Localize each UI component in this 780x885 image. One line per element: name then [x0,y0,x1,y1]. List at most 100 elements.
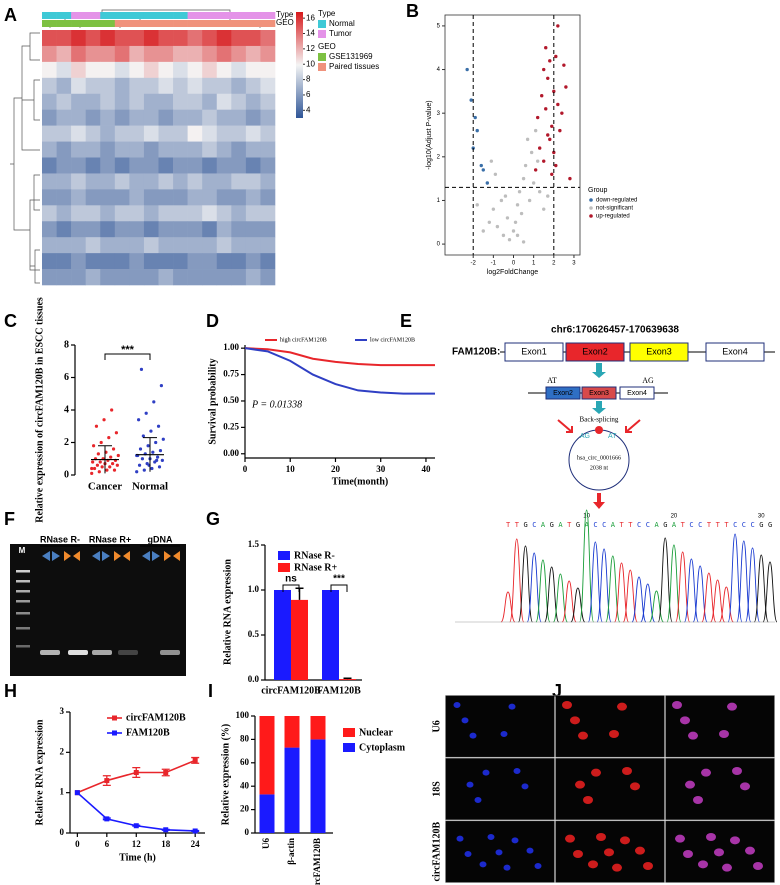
legend-label: RNase R+ [294,562,337,573]
heatmap-cell [143,269,159,286]
significance-bracket [282,584,300,592]
panel-letter: H [4,681,17,701]
point [493,172,498,176]
point [548,137,552,142]
heatmap-cell [173,125,188,142]
heatmap-cell [100,77,116,95]
heatmap-cell [56,30,72,47]
legend-label: Nuclear [359,727,393,738]
chromatogram-peak [605,555,621,623]
y-tick-label: 1 [437,198,441,204]
heatmap-cell [143,45,159,63]
heatmap-cell [216,173,232,190]
geo-annotation [71,20,86,27]
geo-annotation [85,20,101,27]
heatmap-cell [202,157,218,174]
cell [683,850,693,858]
heatmap-cell [187,205,203,222]
dot [150,466,154,471]
heatmap-cell [202,205,218,222]
heatmap-cell [173,77,188,95]
heatmap-cell [216,61,232,79]
point [473,115,477,120]
legend-label: up-regulated [596,214,630,220]
chromatogram-peak [579,509,595,623]
point [529,150,534,155]
point [503,194,508,198]
heatmap-cell [100,173,116,190]
point [511,229,516,233]
chromatogram-peak [500,591,516,623]
y-axis-label: Relative RNA expression [222,559,233,665]
heatmap-cell [260,237,276,254]
heatmap-cell [158,77,174,95]
y-tick-label: 2 [60,746,65,756]
heatmap-cell [129,125,145,142]
exon-label: Exon4 [722,346,748,356]
heatmap-cell [158,253,174,270]
heatmap-cell [71,109,86,126]
point [542,207,546,211]
heatmap-cell [85,157,101,174]
colorbar-tick-label: 8 [306,75,311,84]
heatmap-cell [245,253,261,270]
panel-letter: B [406,1,419,21]
heatmap-cell [245,77,261,95]
cell [526,847,534,854]
heatmap-cell [231,61,247,79]
legend-label: down-regulated [596,198,637,204]
dot [92,466,97,471]
legend-label: Tumor [329,29,352,38]
geo-annotation [129,20,145,27]
error-bar [143,437,157,472]
heatmap-cell [173,45,188,63]
colorbar-tick-label: 6 [306,90,311,99]
cell [693,796,703,804]
point [540,94,544,98]
point [525,137,530,142]
heatmap-cell [143,30,159,47]
micrograph [665,757,775,821]
dot [96,452,100,456]
y-tick-label: 3 [60,706,65,716]
heatmap-cell [202,237,218,254]
heatmap-cell [202,141,218,158]
lane-label: RNase R+ [89,534,131,544]
heatmap-cell [42,173,57,190]
cell [701,768,711,777]
micrograph [555,757,665,821]
cell [675,834,685,843]
heatmap-cell [158,221,174,238]
bar-segment [259,794,275,833]
heatmap-cell [187,221,203,238]
cell [719,730,729,738]
type-annotation [56,12,72,19]
type-annotation [85,12,101,19]
legend-title: Group [588,187,608,194]
heatmap-cell [129,221,145,238]
heatmap-cell [260,173,276,190]
heatmap-cell [129,253,145,270]
junction-dot [595,426,603,434]
legend-label: Cytoplasm [359,742,406,753]
chromatogram-peak [683,558,699,623]
heatmap-cell [260,30,276,47]
heatmap-cell [187,269,203,286]
heatmap-cell [114,93,130,110]
type-annotation [129,12,145,19]
heatmap-cell [216,77,232,95]
cell [487,834,495,840]
chromatogram-peak [631,576,647,623]
point [485,181,490,185]
panel-letter: F [4,509,15,529]
heatmap-cell [231,189,247,206]
cell [573,850,583,858]
heatmap-cell [100,253,116,270]
cell [588,860,598,869]
point [491,207,496,211]
geo-annotation [158,20,174,27]
heatmap-cell [143,77,159,95]
heatmap-cell [216,141,232,158]
heatmap-cell [231,205,247,222]
heatmap-cell [85,45,101,63]
